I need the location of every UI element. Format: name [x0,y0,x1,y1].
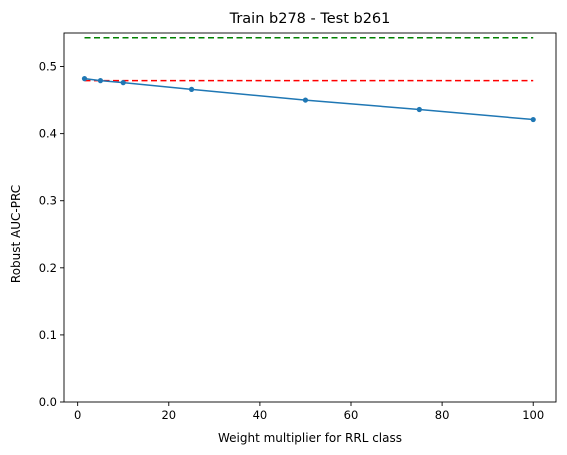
x-tick-label: 60 [344,408,359,422]
x-tick-label: 100 [522,408,544,422]
data-point [120,80,126,86]
plot-area: 0 20 40 60 80 100 0.0 0.1 0.2 0.3 0.4 0.5 [39,32,557,422]
chart-title: Train b278 - Test b261 [229,11,391,27]
data-point [302,97,309,103]
series-line-1 [84,77,534,121]
y-axis-label: Robust AUC-PRC [9,185,23,283]
x-tick-label: 20 [161,408,176,422]
data-point [81,76,88,82]
y-tick-label: 0.4 [39,127,57,141]
data-point [416,106,422,113]
y-tick-label: 0.1 [39,328,57,342]
y-tick-label: 0.5 [39,60,57,74]
x-tick-label: 80 [435,408,450,422]
x-tick-label: 40 [253,408,268,422]
data-point [97,78,104,84]
data-point [530,116,536,123]
data-point [188,86,195,92]
y-tick-label: 0.2 [39,261,57,275]
axes-frame [63,32,557,403]
y-tick-label: 0.3 [39,194,57,208]
x-axis-label: Weight multiplier for RRL class [218,431,402,445]
x-tick-label: 0 [74,408,81,422]
y-tick-label: 0.0 [39,395,57,409]
